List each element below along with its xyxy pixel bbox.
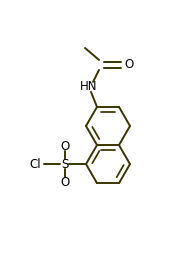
Text: O: O: [124, 59, 134, 71]
Text: Cl: Cl: [29, 158, 41, 171]
Text: S: S: [61, 158, 69, 171]
Text: O: O: [61, 140, 70, 153]
Text: HN: HN: [80, 81, 98, 93]
Text: O: O: [61, 176, 70, 189]
